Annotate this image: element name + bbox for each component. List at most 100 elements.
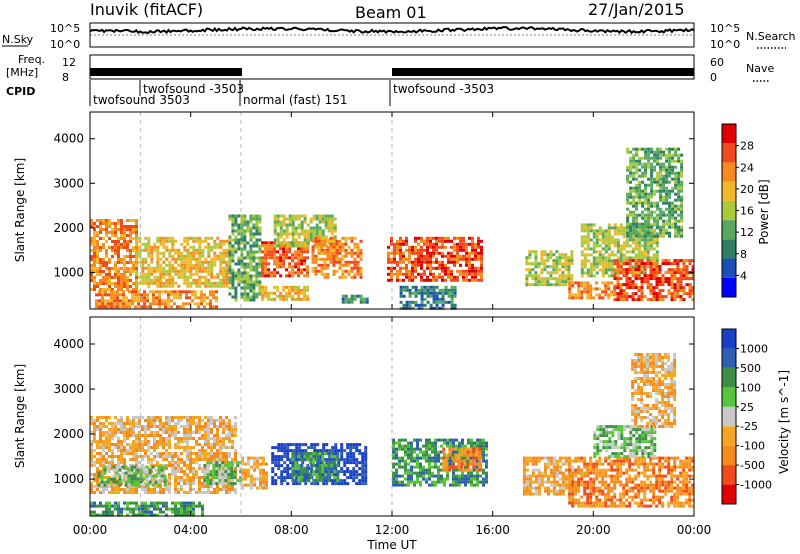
data-cell xyxy=(126,282,129,285)
data-cell xyxy=(117,428,120,431)
data-cell xyxy=(114,222,117,225)
data-cell xyxy=(255,217,259,221)
data-cell xyxy=(414,236,417,240)
data-cell xyxy=(613,223,617,227)
data-cell xyxy=(310,470,314,474)
data-cell xyxy=(444,285,448,289)
data-cell xyxy=(249,250,253,254)
data-cell xyxy=(129,219,132,222)
data-cell xyxy=(99,249,102,252)
data-cell xyxy=(157,483,161,487)
data-cell xyxy=(309,229,313,233)
data-cell xyxy=(543,262,547,266)
data-cell xyxy=(294,265,298,269)
data-cell xyxy=(118,480,122,484)
data-cell xyxy=(619,247,623,251)
data-cell xyxy=(157,465,161,469)
data-cell xyxy=(564,268,568,272)
data-cell xyxy=(182,302,185,306)
data-cell xyxy=(297,235,301,239)
data-cell xyxy=(459,236,462,240)
header-station-title: Inuvik (fitACF) xyxy=(90,0,203,19)
data-cell xyxy=(629,228,633,232)
data-cell xyxy=(141,501,144,505)
data-cell xyxy=(330,226,334,230)
data-cell xyxy=(174,476,177,479)
data-cell xyxy=(210,452,213,455)
data-cell xyxy=(303,274,307,278)
data-cell xyxy=(129,446,132,449)
data-cell xyxy=(210,485,213,488)
data-cell xyxy=(638,225,642,229)
data-cell xyxy=(195,461,198,464)
data-cell xyxy=(210,269,214,273)
data-cell xyxy=(192,504,195,508)
data-cell xyxy=(165,501,168,505)
data-cell xyxy=(111,234,114,237)
data-cell xyxy=(110,293,113,297)
data-cell xyxy=(147,251,151,255)
data-cell xyxy=(325,449,329,453)
data-cell xyxy=(676,259,680,263)
data-cell xyxy=(411,278,414,282)
data-cell xyxy=(543,265,547,269)
data-cell xyxy=(210,248,214,252)
data-cell xyxy=(186,482,189,485)
data-cell xyxy=(592,232,596,236)
data-cell xyxy=(688,283,692,287)
data-cell xyxy=(638,192,642,196)
data-cell xyxy=(647,231,651,235)
data-cell xyxy=(625,268,629,272)
data-cell xyxy=(168,419,171,422)
data-cell xyxy=(246,298,250,302)
data-cell xyxy=(592,223,596,227)
data-cell xyxy=(276,235,280,239)
data-cell xyxy=(134,296,137,300)
data-cell xyxy=(216,455,219,458)
data-cell xyxy=(99,443,102,446)
data-cell xyxy=(135,513,138,517)
data-cell xyxy=(138,510,141,514)
data-cell xyxy=(201,455,204,458)
data-cell xyxy=(243,241,247,245)
data-cell xyxy=(120,449,123,452)
data-cell xyxy=(135,240,138,243)
data-cell xyxy=(429,303,433,307)
data-cell xyxy=(99,491,102,494)
data-cell xyxy=(216,449,219,452)
data-cell xyxy=(156,434,159,437)
data-cell xyxy=(228,217,232,221)
data-cell xyxy=(650,231,654,235)
data-cell xyxy=(270,250,274,254)
data-cell xyxy=(252,232,256,236)
data-cell xyxy=(571,293,575,297)
data-cell xyxy=(156,269,160,273)
data-cell xyxy=(625,292,629,296)
data-cell xyxy=(243,283,247,287)
data-cell xyxy=(607,259,611,263)
data-cell xyxy=(204,416,207,419)
data-cell xyxy=(273,247,277,251)
data-cell xyxy=(96,467,99,470)
data-cell xyxy=(286,476,290,480)
data-cell xyxy=(429,257,432,261)
data-cell xyxy=(252,253,256,257)
data-cell xyxy=(317,263,321,267)
data-cell xyxy=(668,195,672,199)
data-cell xyxy=(417,248,420,252)
data-cell xyxy=(315,232,319,236)
data-cell xyxy=(435,303,439,307)
data-cell xyxy=(114,228,117,231)
data-cell xyxy=(228,277,232,281)
data-cell xyxy=(192,446,195,449)
data-cell xyxy=(570,253,574,257)
data-cell xyxy=(197,296,200,300)
data-cell xyxy=(221,461,225,465)
data-cell xyxy=(120,419,123,422)
data-cell xyxy=(213,455,216,458)
data-cell xyxy=(334,479,338,483)
data-cell xyxy=(306,229,310,233)
data-cell xyxy=(670,262,674,266)
data-cell xyxy=(261,291,265,295)
data-cell xyxy=(105,231,108,234)
